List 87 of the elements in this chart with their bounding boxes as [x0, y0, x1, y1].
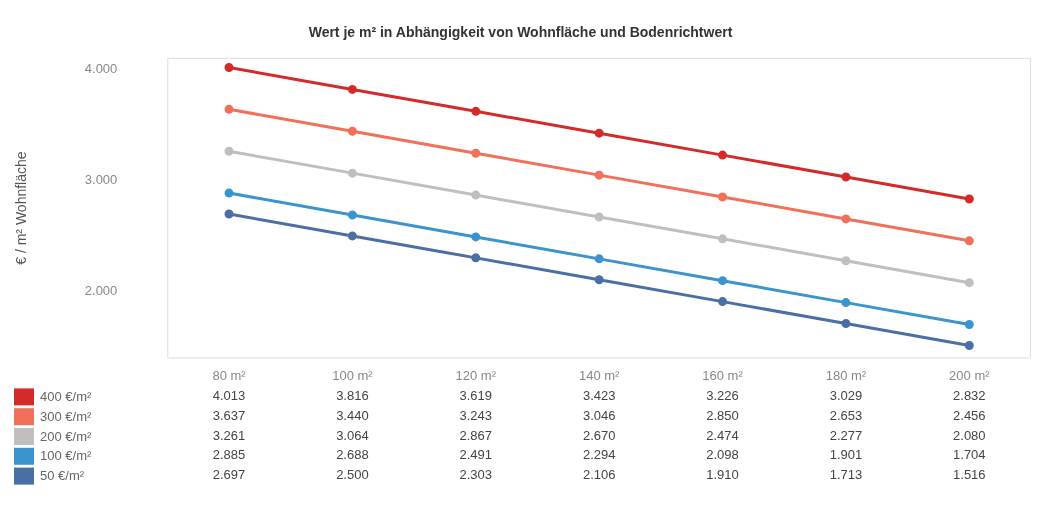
data-label: 2.670 — [582, 427, 616, 443]
legend-label: 100 €/m² — [40, 448, 92, 464]
data-label: 2.294 — [582, 447, 616, 463]
data-label: 2.867 — [459, 427, 493, 443]
point — [841, 319, 851, 329]
point — [224, 146, 234, 156]
data-label: 1.901 — [829, 447, 863, 463]
point — [471, 106, 481, 116]
point — [964, 278, 974, 288]
y-axis-title: € / m² Wohnfläche — [13, 151, 30, 265]
point — [841, 298, 851, 308]
point — [964, 236, 974, 246]
data-label: 3.619 — [459, 387, 493, 403]
data-label: 3.029 — [829, 387, 863, 403]
point — [224, 62, 234, 72]
data-label: 3.243 — [459, 407, 493, 423]
point — [594, 275, 604, 285]
legend-label: 400 €/m² — [40, 388, 92, 404]
x-tick-label: 140 m² — [578, 367, 621, 383]
point — [224, 188, 234, 198]
x-tick-label: 160 m² — [702, 367, 744, 383]
point — [718, 297, 728, 307]
data-label: 3.064 — [336, 427, 369, 443]
point — [718, 192, 728, 202]
point — [964, 194, 974, 204]
point — [841, 256, 851, 266]
data-label: 2.491 — [459, 447, 493, 463]
point — [718, 276, 728, 286]
point — [347, 231, 357, 241]
legend-label: 200 €/m² — [40, 428, 92, 444]
data-label: 1.910 — [706, 467, 739, 483]
point — [964, 340, 974, 350]
point — [594, 212, 604, 222]
data-label: 3.046 — [582, 407, 616, 423]
data-label: 1.704 — [953, 447, 986, 463]
point — [841, 172, 851, 182]
data-label: 2.832 — [953, 387, 986, 403]
data-label: 3.261 — [212, 427, 246, 443]
data-label: 3.637 — [212, 407, 246, 423]
point — [718, 150, 728, 160]
x-tick-label: 100 m² — [332, 367, 374, 383]
data-label: 3.226 — [706, 387, 739, 403]
point — [718, 234, 728, 244]
data-label: 2.653 — [829, 407, 863, 423]
data-label: 2.885 — [212, 447, 246, 463]
data-label: 2.303 — [459, 467, 493, 483]
data-label: 2.850 — [706, 407, 739, 423]
point — [471, 148, 481, 158]
point — [224, 209, 234, 219]
data-label: 3.816 — [336, 387, 369, 403]
legend-label: 50 €/m² — [40, 468, 85, 484]
legend-label: 300 €/m² — [40, 408, 92, 424]
data-label: 1.713 — [829, 467, 863, 483]
point — [594, 128, 604, 138]
point — [347, 126, 357, 136]
data-label: 2.688 — [336, 447, 369, 463]
x-tick-label: 180 m² — [825, 367, 867, 383]
point — [347, 168, 357, 178]
point — [594, 254, 604, 264]
data-label: 1.516 — [953, 467, 986, 483]
y-tick-label: 3.000 — [84, 171, 118, 187]
point — [347, 210, 357, 220]
data-label: 2.098 — [706, 447, 739, 463]
point — [964, 320, 974, 330]
x-tick-label: 200 m² — [949, 367, 991, 383]
data-label: 3.440 — [336, 407, 369, 423]
x-tick-label: 80 m² — [212, 367, 247, 383]
data-label: 2.106 — [582, 467, 616, 483]
data-label: 2.456 — [953, 407, 986, 423]
chart-title: Wert je m² in Abhängigkeit von Wohnfläche und Bodenrichtwert — [308, 24, 733, 41]
point — [471, 190, 481, 200]
data-label: 2.277 — [829, 427, 863, 443]
data-label: 2.697 — [212, 467, 246, 483]
x-tick-label: 120 m² — [455, 367, 497, 383]
data-label: 2.500 — [336, 467, 369, 483]
point — [347, 84, 357, 94]
data-label: 2.474 — [706, 427, 739, 443]
point — [471, 232, 481, 242]
data-label: 2.080 — [953, 427, 986, 443]
point — [841, 214, 851, 224]
data-label: 3.423 — [582, 387, 616, 403]
point — [471, 253, 481, 263]
point — [224, 104, 234, 114]
y-tick-label: 4.000 — [84, 60, 118, 76]
point — [594, 170, 604, 180]
data-label: 4.013 — [212, 387, 246, 403]
y-tick-label: 2.000 — [84, 283, 118, 299]
